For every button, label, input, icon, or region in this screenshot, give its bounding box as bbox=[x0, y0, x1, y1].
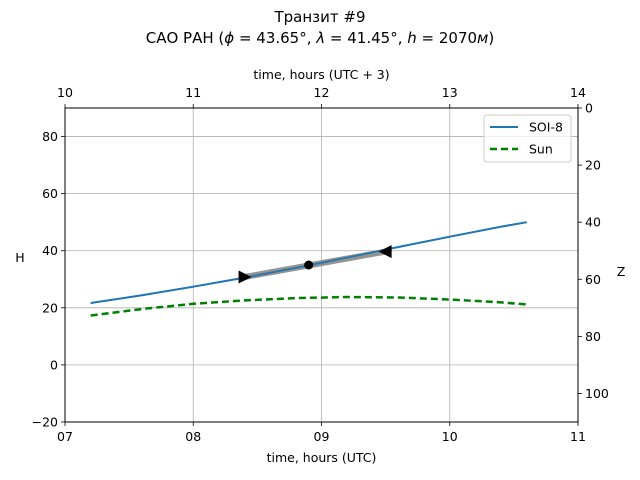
chart-subtitle: САО РАН (ϕ = 43.65°, λ = 41.45°, h = 207… bbox=[146, 29, 494, 47]
subtitle-lambda-symbol: λ bbox=[315, 29, 325, 47]
top-x-tick-label: 14 bbox=[570, 85, 586, 100]
transit-marker-end bbox=[378, 245, 392, 259]
subtitle-suffix: ) bbox=[488, 29, 494, 47]
transit-marker-mid bbox=[304, 260, 314, 270]
y-tick-label: −20 bbox=[32, 415, 58, 430]
right-y-tick-label: 0 bbox=[585, 101, 593, 116]
legend: SOI-8 Sun bbox=[483, 114, 572, 163]
legend-label-soi-8: SOI-8 bbox=[529, 120, 563, 135]
chart-title-group: Транзит #9 САО РАН (ϕ = 43.65°, λ = 41.4… bbox=[146, 8, 494, 47]
x-axis-label: time, hours (UTC) bbox=[267, 450, 377, 465]
chart-title: Транзит #9 bbox=[273, 8, 365, 26]
y-tick-label: 80 bbox=[42, 129, 58, 144]
top-x-axis-label: time, hours (UTC + 3) bbox=[253, 67, 389, 82]
x-tick-label: 09 bbox=[314, 429, 330, 444]
y-tick-label: 40 bbox=[42, 243, 58, 258]
right-y-tick-label: 100 bbox=[585, 386, 609, 401]
y-tick-label: 20 bbox=[42, 300, 58, 315]
subtitle-phi-symbol: ϕ bbox=[224, 29, 234, 47]
subtitle-phi-value: = 43.65°, bbox=[234, 29, 316, 47]
top-x-tick-label: 12 bbox=[314, 85, 330, 100]
y-axis-label: H bbox=[15, 250, 24, 265]
y-tick-label: 60 bbox=[42, 186, 58, 201]
right-y-axis-label: Z bbox=[617, 264, 626, 279]
transit-marker-start bbox=[238, 270, 252, 284]
subtitle-h-unit: м bbox=[477, 29, 488, 47]
x-tick-label: 10 bbox=[442, 429, 458, 444]
right-y-tick-label: 80 bbox=[585, 329, 601, 344]
x-tick-label: 08 bbox=[185, 429, 201, 444]
x-tick-label: 07 bbox=[57, 429, 73, 444]
top-x-tick-label: 11 bbox=[185, 85, 201, 100]
top-x-tick-label: 10 bbox=[57, 85, 73, 100]
right-y-tick-label: 60 bbox=[585, 272, 601, 287]
y-tick-label: 0 bbox=[50, 357, 58, 372]
series-line-soi-8-overlay bbox=[90, 221, 527, 304]
series-line-sun bbox=[90, 295, 527, 317]
top-x-tick-label: 13 bbox=[442, 85, 458, 100]
subtitle-prefix: САО РАН ( bbox=[146, 29, 225, 47]
transit-markers bbox=[238, 245, 392, 284]
subtitle-h-symbol: h bbox=[407, 29, 417, 47]
subtitle-h-value: = 2070 bbox=[417, 29, 477, 47]
right-y-tick-label: 40 bbox=[585, 215, 601, 230]
data-series bbox=[90, 221, 527, 317]
legend-label-sun: Sun bbox=[529, 142, 553, 157]
right-y-tick-label: 20 bbox=[585, 158, 601, 173]
subtitle-lambda-value: = 41.45°, bbox=[325, 29, 407, 47]
x-tick-label: 11 bbox=[570, 429, 586, 444]
